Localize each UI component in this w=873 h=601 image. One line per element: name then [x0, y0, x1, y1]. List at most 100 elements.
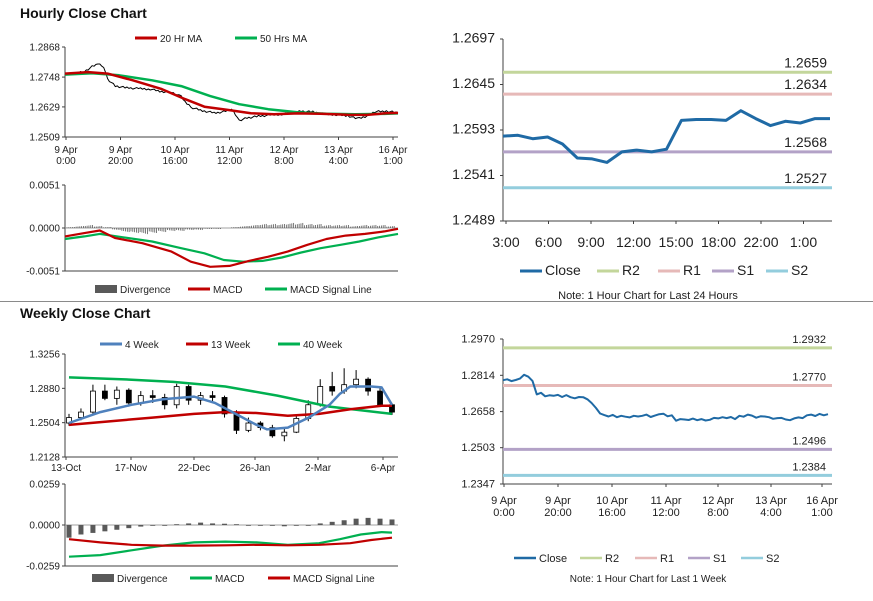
hourly-macd-chart: 0.0051 0.0000 -0.0051 Divergence MACD MACD Si…	[26, 181, 399, 296]
legend-s1-label: S1	[737, 262, 754, 278]
hourly-price-y-tick-label: 1.2509	[29, 133, 60, 144]
weekly-price-x-tick-label: 22-Dec	[178, 463, 210, 474]
hourly-close-24h-x-tick-label: 15:00	[658, 234, 693, 250]
weekly-candle-body	[269, 427, 276, 437]
hourly-price-y-tick-label: 1.2748	[29, 73, 60, 84]
weekly-close-1w-x-tick-label: 12:00	[652, 507, 680, 519]
section-divider	[0, 301, 873, 302]
hourly-section-title: Hourly Close Chart	[20, 5, 147, 21]
hourly-price-y-tick-label: 1.2868	[29, 43, 60, 54]
weekly-divergence-bar	[126, 525, 132, 529]
weekly-13week-line	[68, 404, 392, 427]
weekly-close-1w-x-tick-label: 16 Apr	[806, 495, 838, 507]
weekly-level-label-r2: 1.2932	[792, 334, 826, 346]
weekly-legend-13week-label: 13 Week	[211, 340, 251, 351]
hourly-price-line	[64, 63, 399, 122]
hourly-legend-divergence-label: Divergence	[120, 285, 171, 296]
hourly-legend-divergence-swatch	[95, 285, 117, 293]
weekly-close-1w-y-tick-label: 1.2347	[461, 479, 495, 491]
hourly-close-note: Note: 1 Hour Chart for Last 24 Hours	[558, 290, 738, 302]
hourly-price-x-tick-label: 16:00	[162, 156, 187, 167]
weekly-divergence-bar	[90, 525, 96, 533]
weekly-close-1w-x-tick-label: 12 Apr	[702, 495, 734, 507]
weekly-candle-body	[317, 386, 324, 406]
hourly-50hr-ma-line	[64, 72, 399, 116]
weekly-close-1w-x-tick-label: 11 Apr	[651, 495, 682, 507]
weekly-macd-signal-line	[68, 536, 393, 547]
weekly-close-1w-y-tick-label: 1.2814	[461, 370, 495, 382]
weekly-divergence-bar	[257, 525, 263, 526]
weekly-close-1w-x-tick-label: 9 Apr	[545, 495, 571, 507]
hourly-price-x-tick-label: 16 Apr	[379, 145, 409, 156]
weekly-legend-divergence-swatch	[92, 574, 114, 582]
weekly-legend-r2-label: R2	[605, 553, 619, 565]
weekly-close-1w-x-tick-label: 13 Apr	[755, 495, 787, 507]
weekly-divergence-bar	[150, 525, 156, 526]
weekly-divergence-bar	[281, 525, 287, 527]
weekly-divergence-bar	[365, 517, 371, 525]
weekly-candle-body	[113, 389, 120, 399]
level-label-s2: 1.2527	[784, 170, 827, 186]
hourly-close-24h-x-tick-label: 22:00	[743, 234, 778, 250]
weekly-legend-close-label: Close	[539, 553, 567, 565]
hourly-legend-macd-signal-label: MACD Signal Line	[290, 285, 372, 296]
weekly-divergence-bar	[293, 525, 299, 526]
weekly-close-line	[502, 373, 829, 422]
weekly-candle-body	[149, 395, 156, 398]
weekly-close-1w-x-tick-label: 8:00	[707, 507, 728, 519]
weekly-close-note: Note: 1 Hour Chart for Last 1 Week	[570, 574, 728, 585]
weekly-level-label-s2: 1.2384	[792, 461, 826, 473]
hourly-legend-macd-label: MACD	[213, 285, 242, 296]
weekly-divergence-bar	[245, 525, 251, 526]
weekly-candle-body	[281, 431, 288, 437]
weekly-legend-s2-label: S2	[766, 553, 779, 565]
hourly-macd-y-tick-label: 0.0000	[29, 224, 60, 235]
weekly-price-y-tick-label: 1.2128	[29, 453, 60, 464]
weekly-macd-y-tick-label: 0.0259	[29, 480, 60, 491]
weekly-divergence-bar	[317, 523, 323, 525]
weekly-close-1w-x-tick-label: 0:00	[493, 507, 514, 519]
weekly-divergence-bar	[233, 524, 239, 526]
hourly-price-x-tick-label: 1:00	[383, 156, 403, 167]
weekly-divergence-bar	[353, 518, 359, 525]
weekly-divergence-bar	[210, 523, 216, 525]
weekly-candle-body	[209, 395, 216, 398]
weekly-macd-y-tick-label: 0.0000	[29, 521, 60, 532]
weekly-price-x-tick-label: 26-Jan	[240, 463, 271, 474]
level-label-r1: 1.2634	[784, 76, 827, 92]
weekly-close-1w-x-tick-label: 4:00	[760, 507, 781, 519]
weekly-price-y-tick-label: 1.3256	[29, 350, 60, 361]
weekly-4week-line	[68, 385, 394, 431]
close-line	[502, 109, 830, 164]
weekly-candle-body	[365, 378, 371, 392]
weekly-divergence-bar	[138, 525, 144, 527]
weekly-level-label-r1: 1.2770	[792, 372, 826, 384]
weekly-legend-r1-label: R1	[660, 553, 674, 565]
weekly-divergence-bar	[174, 524, 180, 526]
hourly-legend-50hr-ma-label: 50 Hrs MA	[260, 34, 308, 45]
weekly-close-1w-x-tick-label: 10 Apr	[596, 495, 628, 507]
weekly-candle-body	[90, 390, 96, 413]
weekly-close-1w-x-tick-label: 1:00	[811, 507, 832, 519]
hourly-close-24h-y-tick-label: 1.2697	[452, 30, 495, 46]
weekly-candle-body	[353, 378, 360, 386]
hourly-macd-line	[64, 227, 399, 268]
legend-s2-label: S2	[791, 262, 808, 278]
hourly-close-24h-x-tick-label: 1:00	[790, 234, 817, 250]
hourly-price-x-tick-label: 8:00	[274, 156, 294, 167]
weekly-candle-body	[101, 390, 108, 399]
weekly-level-label-s1: 1.2496	[792, 435, 826, 447]
hourly-macd-y-tick-label: -0.0051	[26, 267, 60, 278]
hourly-close-24h-x-tick-label: 3:00	[492, 234, 519, 250]
legend-close-label: Close	[545, 262, 581, 278]
weekly-divergence-bar	[186, 523, 192, 525]
hourly-20hr-ma-line	[64, 70, 399, 117]
weekly-divergence-bar	[305, 525, 311, 526]
legend-r2-label: R2	[622, 262, 640, 278]
hourly-price-y-tick-label: 1.2629	[29, 102, 60, 113]
weekly-legend-s1-label: S1	[713, 553, 726, 565]
weekly-macd-line	[68, 530, 393, 558]
